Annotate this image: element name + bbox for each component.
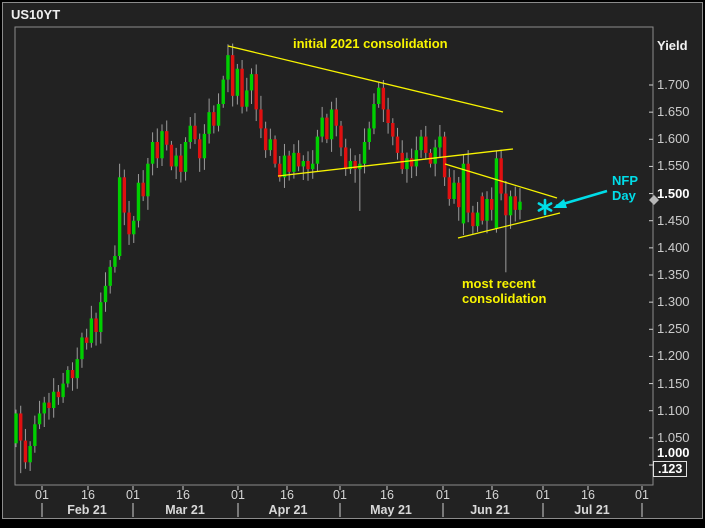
y-tick-label: 1.400 bbox=[657, 239, 690, 255]
annotation-initial-consolidation: initial 2021 consolidation bbox=[293, 36, 448, 51]
y-tick-label: 1.200 bbox=[657, 348, 690, 364]
x-day-tick-label: 01 bbox=[436, 488, 450, 502]
x-day-tick-label: 16 bbox=[581, 488, 595, 502]
y-tick-label: 1.650 bbox=[657, 104, 690, 120]
y-tick-label: 1.150 bbox=[657, 375, 690, 391]
x-day-tick-label: 16 bbox=[380, 488, 394, 502]
x-day-tick-label: 01 bbox=[231, 488, 245, 502]
x-month-label: Jul 21 bbox=[574, 503, 610, 517]
y-tick-label: 1.350 bbox=[657, 267, 690, 282]
chart-window: US10YT bbox=[2, 2, 703, 519]
y-tick-label: 1.700 bbox=[657, 77, 690, 92]
annotation-nfp-day: NFP Day bbox=[612, 173, 638, 203]
y-axis-title: Yield bbox=[657, 38, 688, 53]
annotation-recent-consolidation: most recent consolidation bbox=[462, 276, 547, 306]
x-day-tick-label: 16 bbox=[485, 488, 499, 502]
y-tick-label: 1.550 bbox=[657, 158, 690, 174]
x-day-tick-label: 01 bbox=[536, 488, 550, 502]
y-tick-label: 1.050 bbox=[657, 429, 690, 445]
x-day-tick-label: 16 bbox=[280, 488, 294, 502]
y-tick-label: 1.100 bbox=[657, 402, 690, 418]
y-tick-label: 1.250 bbox=[657, 321, 690, 337]
symbol-title: US10YT bbox=[11, 7, 61, 22]
x-month-label: May 21 bbox=[370, 503, 412, 517]
x-month-label: Mar 21 bbox=[165, 503, 205, 517]
y-tick-label: 1.300 bbox=[657, 294, 690, 310]
x-day-tick-label: 16 bbox=[176, 488, 190, 502]
x-month-label: Apr 21 bbox=[268, 503, 308, 517]
x-day-tick-label: 01 bbox=[635, 488, 649, 502]
x-day-tick-label: 01 bbox=[126, 488, 140, 502]
y-tick-label: 1.500 bbox=[657, 185, 690, 201]
y-tick-label: 1.600 bbox=[657, 131, 690, 147]
x-month-label: Feb 21 bbox=[67, 503, 107, 517]
x-day-tick-label: 01 bbox=[333, 488, 347, 502]
x-day-tick-label: 01 bbox=[35, 488, 49, 502]
x-month-label: Jun 21 bbox=[470, 503, 510, 517]
y-tick-label: 1.000 bbox=[657, 445, 690, 460]
y-tick-label: 1.450 bbox=[657, 212, 690, 228]
last-price-box: .123 bbox=[653, 461, 688, 477]
x-day-tick-label: 16 bbox=[81, 488, 95, 502]
